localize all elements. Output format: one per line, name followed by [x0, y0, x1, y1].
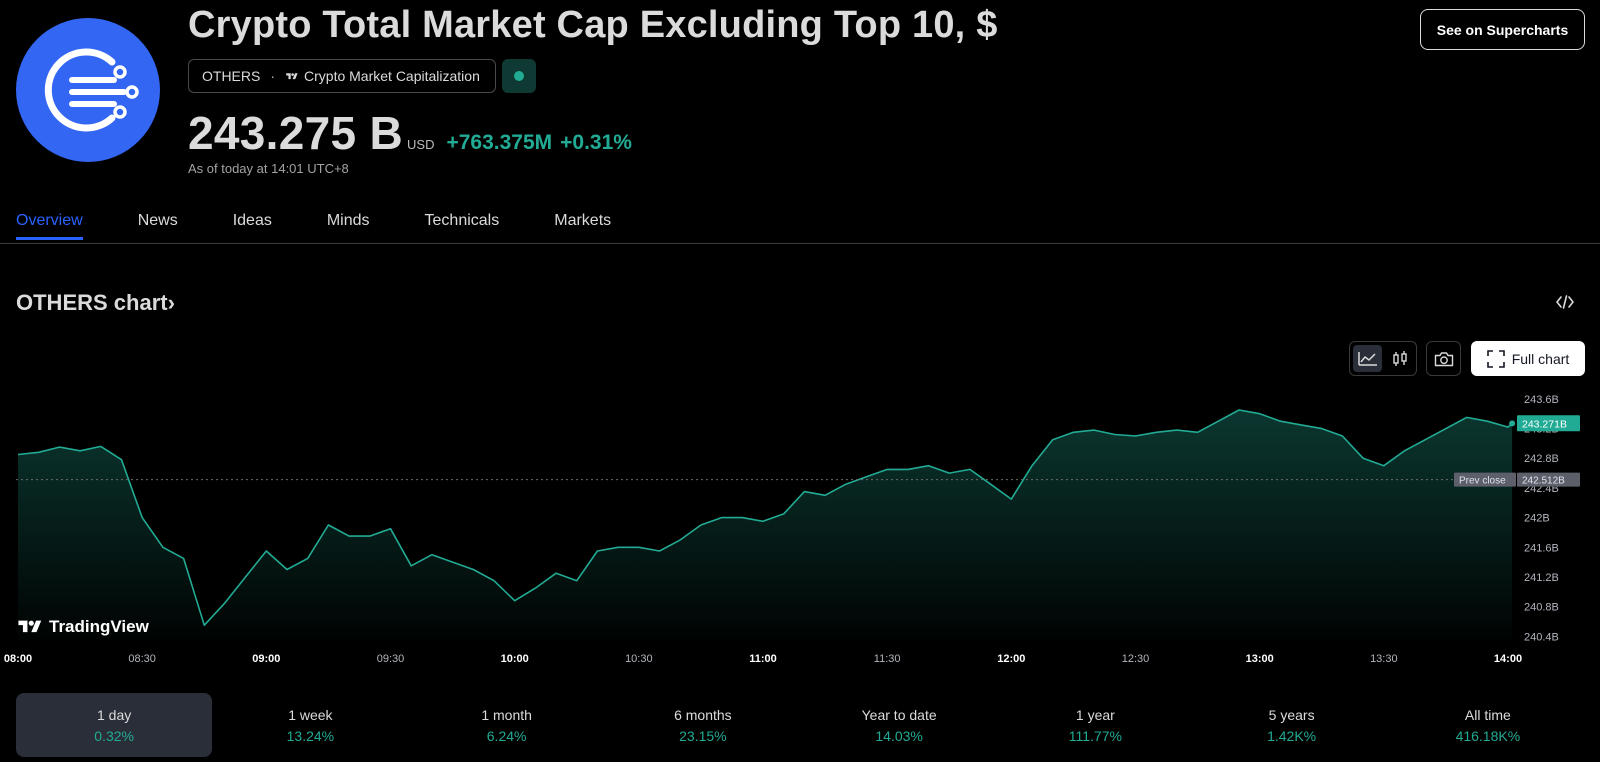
tab-minds[interactable]: Minds: [326, 212, 370, 229]
period-change: 111.77%: [1068, 727, 1122, 744]
x-tick-label: 08:30: [128, 653, 156, 665]
period-1-year[interactable]: 1 year 111.77%: [997, 693, 1193, 757]
period-change: 1.42K%: [1267, 727, 1317, 744]
market-open-dot-icon: [514, 71, 524, 81]
period-6-months[interactable]: 6 months 23.15%: [605, 693, 801, 757]
period-1-month[interactable]: 1 month 6.24%: [409, 693, 605, 757]
tabs-divider: [0, 243, 1600, 244]
period-1-week[interactable]: 1 week 13.24%: [212, 693, 408, 757]
period-year-to-date[interactable]: Year to date 14.03%: [801, 693, 997, 757]
prev-close-text: Prev close: [1459, 476, 1506, 487]
y-tick-label: 242B: [1524, 513, 1550, 525]
last-price-suffix: B: [369, 107, 404, 159]
section-tabs: Overview News Ideas Minds Technicals Mar…: [16, 212, 666, 240]
last-price-label: 243.271B: [1522, 418, 1567, 430]
prev-close-value-tag: [1517, 472, 1580, 487]
y-tick-label: 243.6B: [1524, 394, 1559, 406]
tab-markets[interactable]: Markets: [554, 212, 612, 229]
prev-close-tag: [1454, 472, 1516, 487]
price-row: 243.275 B USD +763.375M +0.31%: [188, 106, 640, 160]
price-area-fill: [18, 410, 1513, 640]
last-price-tag: [1517, 415, 1580, 432]
y-tick-label: 241.2B: [1524, 572, 1559, 584]
x-tick-label: 12:00: [997, 653, 1025, 665]
x-tick-label: 12:30: [1122, 653, 1150, 665]
last-price-dot: [1509, 420, 1516, 427]
tab-ideas[interactable]: Ideas: [232, 212, 272, 229]
price-change-pct: +0.31%: [560, 131, 632, 154]
chart-heading-text: OTHERS chart: [16, 290, 168, 315]
see-on-supercharts-button[interactable]: See on Supercharts: [1420, 9, 1585, 50]
chart-heading-link[interactable]: OTHERS chart›: [16, 290, 175, 316]
price-line: [17, 409, 1513, 626]
period-change: 23.15%: [679, 727, 727, 744]
x-tick-label: 08:00: [4, 653, 32, 665]
period-label: 1 month: [481, 706, 532, 723]
line-chart-icon: [1357, 351, 1377, 366]
price-currency: USD: [407, 137, 435, 152]
period-change: 6.24%: [486, 727, 527, 744]
tab-technicals[interactable]: Technicals: [424, 212, 500, 229]
tab-news[interactable]: News: [137, 212, 178, 229]
symbol-ticker: OTHERS: [202, 68, 261, 84]
snapshot-button[interactable]: [1426, 341, 1461, 376]
period-label: 5 years: [1268, 706, 1315, 723]
full-chart-button[interactable]: Full chart: [1471, 341, 1585, 376]
last-price: 243.275 B: [188, 106, 403, 160]
symbol-logo: [16, 18, 160, 162]
full-chart-label: Full chart: [1511, 350, 1570, 367]
last-price-value: 243.275: [188, 107, 357, 159]
x-tick-label: 11:30: [874, 653, 901, 665]
embed-code-icon[interactable]: [1556, 294, 1574, 315]
period-1-day[interactable]: 1 day 0.32%: [16, 693, 213, 757]
x-tick-label: 09:30: [377, 653, 405, 665]
period-label: 6 months: [674, 706, 732, 723]
x-tick-label: 09:00: [252, 653, 280, 665]
period-label: Year to date: [861, 706, 937, 723]
symbol-source: Crypto Market Capitalization: [304, 68, 480, 84]
x-tick-label: 13:00: [1246, 653, 1274, 665]
candles-icon: [1392, 350, 1407, 366]
period-change: 14.03%: [875, 727, 923, 744]
market-status-indicator[interactable]: [502, 59, 536, 93]
tradingview-brand-text: TradingView: [49, 617, 149, 636]
chart-style-toggle: [1349, 341, 1417, 376]
market-cap-logo-icon: [44, 48, 139, 132]
period-change: 13.24%: [286, 727, 335, 744]
tradingview-logo-icon: [18, 620, 42, 633]
price-timestamp: As of today at 14:01 UTC+8: [188, 161, 349, 176]
y-tick-label: 242.8B: [1524, 453, 1559, 465]
page-title: Crypto Total Market Cap Excluding Top 10…: [188, 4, 998, 46]
fullscreen-icon: [1486, 349, 1505, 368]
tradingview-mini-icon: [286, 72, 298, 79]
period-label: All time: [1464, 706, 1511, 723]
y-tick-label: 240.4B: [1524, 631, 1559, 643]
period-5-years[interactable]: 5 years 1.42K%: [1194, 693, 1390, 757]
candles-button[interactable]: [1385, 345, 1414, 372]
period-performance-bar: 1 day 0.32% 1 week 13.24% 1 month 6.24% …: [16, 693, 1586, 757]
line-chart-button[interactable]: [1353, 345, 1382, 372]
price-chart[interactable]: 243.6B243.2B242.8B242.4B242B241.6B241.2B…: [0, 390, 1600, 670]
x-tick-label: 14:00: [1494, 653, 1522, 665]
period-label: 1 day: [97, 706, 132, 723]
tab-overview[interactable]: Overview: [16, 212, 83, 240]
price-change-abs: +763.375M: [446, 131, 553, 154]
separator-dot: ·: [270, 68, 276, 84]
x-tick-label: 10:00: [501, 653, 529, 665]
y-tick-label: 241.6B: [1524, 542, 1559, 554]
symbol-pill[interactable]: OTHERS · Crypto Market Capitalization: [188, 59, 496, 93]
period-all-time[interactable]: All time 416.18K%: [1390, 693, 1586, 757]
x-tick-label: 13:30: [1370, 653, 1398, 665]
y-tick-label: 240.8B: [1524, 602, 1559, 614]
period-label: 1 year: [1075, 706, 1115, 723]
x-tick-label: 10:30: [625, 653, 653, 665]
prev-close-value: 242.512B: [1522, 476, 1565, 487]
chevron-right-icon: ›: [167, 290, 175, 315]
period-change: 416.18K%: [1455, 727, 1521, 744]
period-label: 1 week: [288, 706, 333, 723]
tradingview-brand: TradingView: [17, 617, 149, 637]
x-tick-label: 11:00: [749, 653, 777, 665]
camera-icon: [1434, 351, 1453, 366]
period-change: 0.32%: [94, 727, 134, 744]
